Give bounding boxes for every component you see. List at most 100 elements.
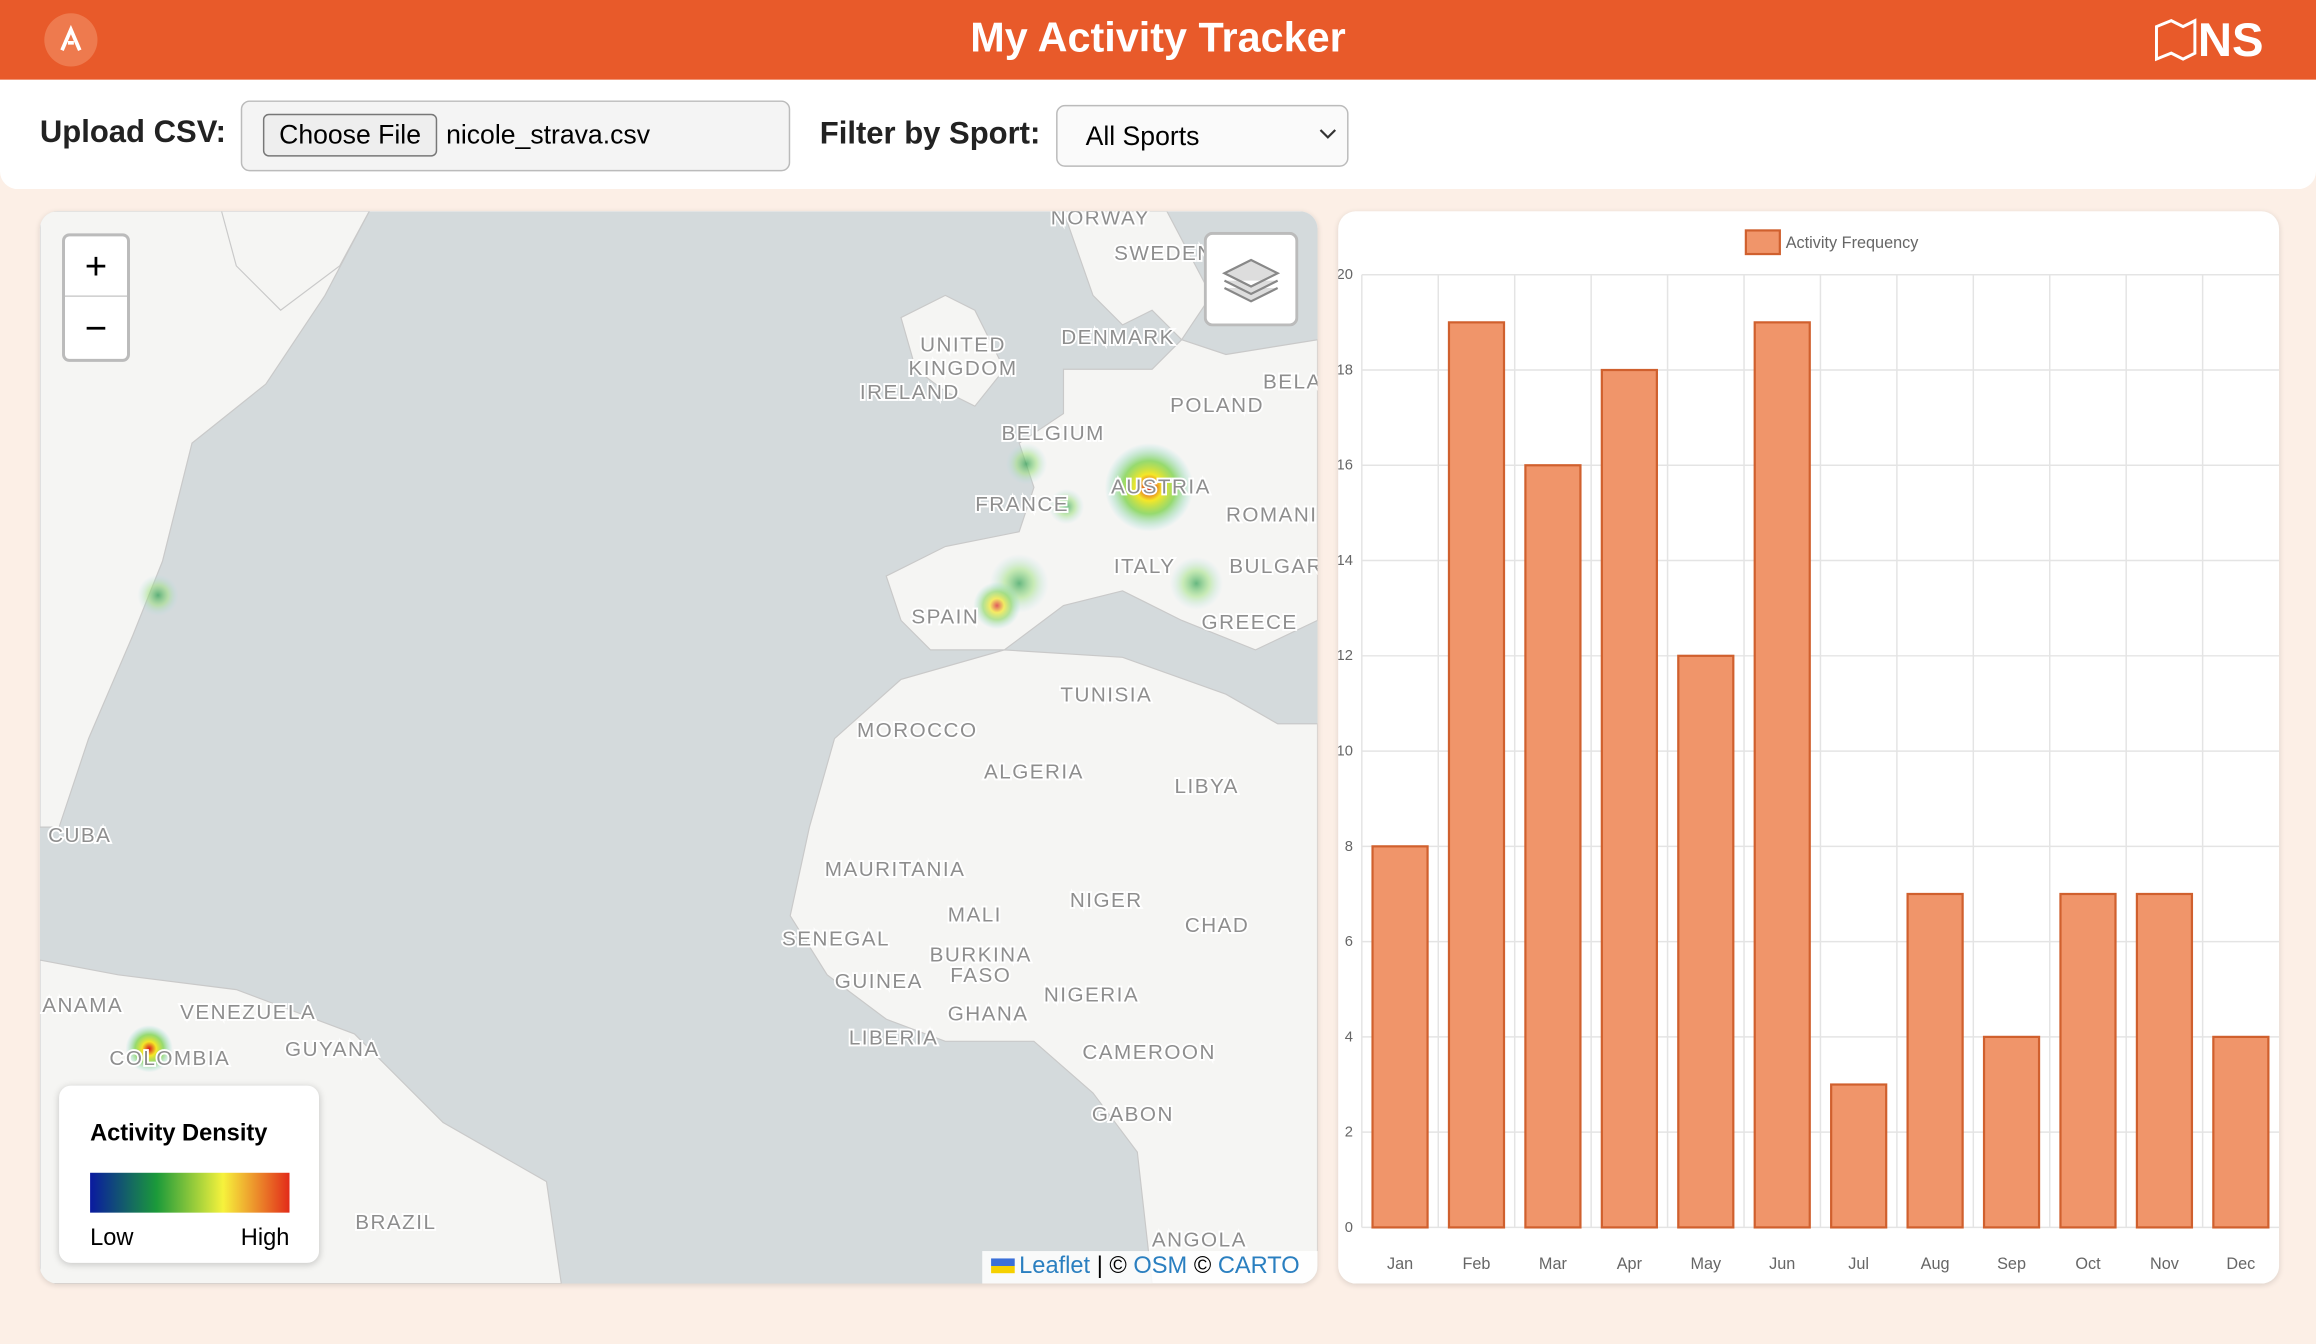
map-label: BELGIUM [1001,422,1104,445]
zoom-out[interactable]: − [84,305,108,351]
map-label: MALI [948,904,1002,927]
map-label: MAURITANIA [825,858,966,881]
chart-panel: 0 2 4 6 8 10 12 14 16 18 20 Jan Feb Mar Apr May Jun Jul Au… [1338,211,2280,1284]
y-tick-label: 20 [1338,267,1353,283]
bar [2059,892,2117,1229]
y-tick-label: 18 [1338,362,1353,378]
map-label: AUSTRIA [1111,475,1211,498]
attribution: Leaflet | © OSM © CARTO [982,1251,1318,1284]
map-label: DENMARK [1061,326,1175,349]
x-tick-label: Sep [1997,1255,2026,1273]
legend-swatch [1744,229,1781,256]
map-label: VENEZUELA [180,1001,316,1024]
x-tick-label: Dec [2226,1255,2255,1273]
map-label: BELA [1263,370,1317,393]
map-label: GHANA [948,1003,1029,1026]
header: My Activity Tracker NS [0,0,2316,80]
y-tick-label: 14 [1338,553,1353,569]
map-label: NIGER [1070,889,1143,912]
zoom-control [62,233,130,362]
map-label: LIBYA [1175,775,1239,798]
leaflet-link[interactable]: Leaflet [1019,1254,1091,1280]
x-tick-label: Aug [1921,1255,1950,1273]
map-label: ITALY [1114,555,1176,578]
bar [1447,321,1506,1229]
map-label: GABON [1092,1103,1174,1126]
flag-icon [991,1258,1015,1274]
x-tick-label: Jan [1387,1255,1413,1273]
x-tick-label: Jul [1848,1255,1869,1273]
x-tick-label: Oct [2075,1255,2101,1273]
y-tick-label: 10 [1338,744,1353,760]
y-tick-label: 0 [1345,1220,1353,1236]
map-label: GUYANA [285,1038,380,1061]
zoom-in[interactable]: + [64,236,128,297]
y-tick-label: 8 [1345,839,1353,855]
attribution-copyright: © [1193,1254,1212,1280]
x-tick-label: Nov [2150,1255,2180,1273]
osm-link[interactable]: OSM [1133,1254,1188,1280]
bar [1677,654,1735,1229]
legend-low: Low [90,1225,134,1252]
bar [1753,321,1811,1229]
bar [1600,368,1658,1229]
map-label: BRAZIL [355,1211,436,1234]
density-gradient [90,1172,290,1213]
map-label: SPAIN [911,605,979,628]
map-label: POLAND [1170,394,1264,417]
map-label: IRELAND [860,381,960,404]
map-label: MOROCCO [857,719,978,742]
map-label: GUINEA [835,970,923,993]
bar [1906,892,1964,1229]
map-label: BURKINA [930,944,1032,967]
map-label: CHAD [1185,914,1249,937]
layers-control[interactable] [1203,231,1299,327]
legend-title: Activity Density [90,1121,268,1147]
map-label: CUBA [48,824,111,847]
map-panel[interactable]: NORWAY SWEDEN UNITED KINGDOM IRELAND DENMARK B… [39,211,1318,1284]
strava-logo[interactable] [41,10,100,69]
map-label: FASO [950,964,1011,987]
map-label: CAMEROON [1082,1041,1215,1064]
x-tick-label: May [1690,1255,1722,1273]
sport-selected: All Sports [1085,121,1200,151]
bar [1524,464,1582,1229]
map-label: ROMANI [1226,503,1318,526]
carto-link[interactable]: CARTO [1217,1254,1300,1280]
bar [1982,1035,2041,1229]
controls: Upload CSV: Choose File nicole_strava.cs… [0,79,2316,190]
legend-label: Activity Frequency [1786,234,1920,252]
map-label: SENEGAL [782,927,890,950]
sport-select[interactable] [1056,104,1349,167]
x-tick-label: Mar [1539,1255,1568,1273]
select-arrow [1319,129,1337,139]
bar [1371,845,1429,1229]
map-label: ALGERIA [984,760,1084,783]
map-label: BULGAR [1229,555,1317,578]
bar [2212,1035,2270,1229]
chart: 0 2 4 6 8 10 12 14 16 18 20 Jan Feb Mar Apr May Jun Jul Au… [1338,229,2280,1273]
y-tick-label: 16 [1338,458,1353,474]
x-tick-label: Apr [1617,1255,1643,1273]
y-tick-label: 12 [1338,648,1353,664]
map-label: LIBERIA [849,1026,939,1049]
map-label: ANAMA [42,994,123,1017]
map-label: NORWAY [1051,211,1150,229]
map-label: ANGOLA [1152,1229,1247,1252]
y-tick-label: 4 [1345,1029,1353,1045]
app-title: My Activity Tracker [970,14,1346,61]
upload-label: Upload CSV: [39,115,227,150]
filter-label: Filter by Sport: [819,116,1041,151]
bar [2135,892,2194,1229]
map-label: KINGDOM [909,357,1018,380]
map-icon [2155,18,2197,62]
y-tick-label: 2 [1345,1125,1353,1141]
map-label: TUNISIA [1060,684,1152,707]
choose-file-button[interactable]: Choose File [262,113,438,157]
density-legend: Activity Density Low High [59,1085,320,1263]
map-label: NIGERIA [1044,983,1139,1006]
map-label: FRANCE [975,493,1069,516]
heat-spots [125,443,1223,1073]
attribution-separator: | © [1096,1254,1127,1280]
logo-text: NS [2197,13,2264,67]
